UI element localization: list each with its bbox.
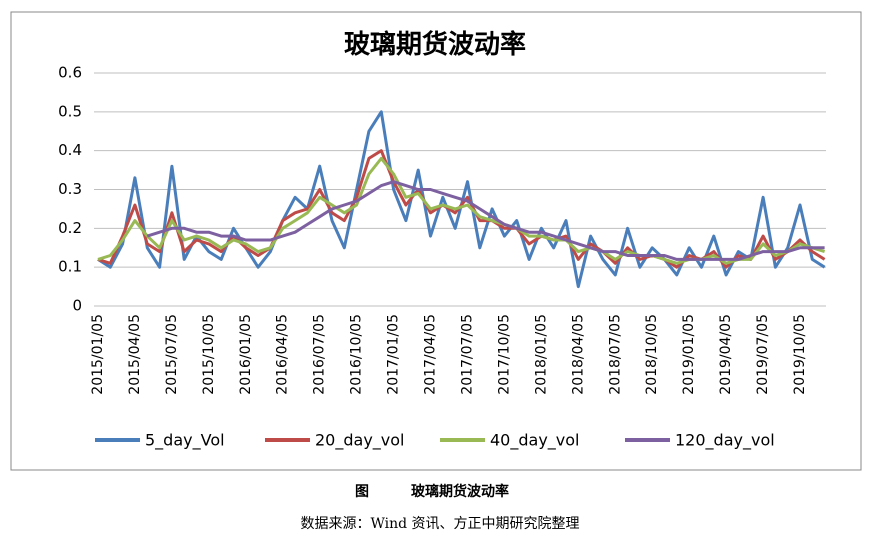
chart-title: 玻璃期货波动率 [344,29,526,60]
y-tick-label: 0 [72,297,82,315]
x-tick-label: 2016/10/05 [349,314,365,395]
x-tick-label: 2015/10/05 [201,314,217,395]
caption-title: 玻璃期货波动率 [411,483,509,500]
x-tick-label: 2019/10/05 [792,314,808,395]
x-tick-label: 2017/07/05 [459,314,475,395]
x-tick-label: 2018/01/05 [533,314,549,395]
x-tick-label: 2018/10/05 [644,314,660,395]
legend-label: 20_day_vol [315,431,405,451]
x-tick-label: 2015/01/05 [90,314,106,395]
y-tick-label: 0.3 [58,180,82,198]
x-tick-label: 2017/01/05 [386,314,402,395]
x-tick-label: 2016/01/05 [238,314,254,395]
x-tick-label: 2015/04/05 [127,314,143,395]
caption-label: 图 [355,484,369,500]
legend-label: 40_day_vol [490,431,580,451]
x-tick-label: 2017/10/05 [496,314,512,395]
x-tick-label: 2019/07/05 [755,314,771,395]
legend-label: 120_day_vol [675,431,775,451]
x-tick-label: 2018/04/05 [570,314,586,395]
series-line [146,180,825,261]
caption-source: 数据来源：Wind 资讯、方正中期研究院整理 [300,516,579,532]
y-tick-label: 0.1 [58,258,82,276]
x-tick-label: 2019/01/05 [681,314,697,395]
y-tick-label: 0.5 [58,102,82,120]
y-tick-label: 0.2 [58,219,82,237]
legend-label: 5_day_Vol [145,431,225,451]
x-tick-label: 2016/04/05 [275,314,291,395]
chart-frame [10,11,862,471]
x-tick-label: 2015/07/05 [164,314,180,395]
x-tick-label: 2017/04/05 [423,314,439,395]
x-tick-label: 2016/07/05 [312,314,328,395]
y-tick-label: 0.4 [58,141,82,159]
y-tick-label: 0.6 [58,64,82,82]
x-tick-label: 2018/07/05 [607,314,623,395]
x-tick-label: 2019/04/05 [718,314,734,395]
